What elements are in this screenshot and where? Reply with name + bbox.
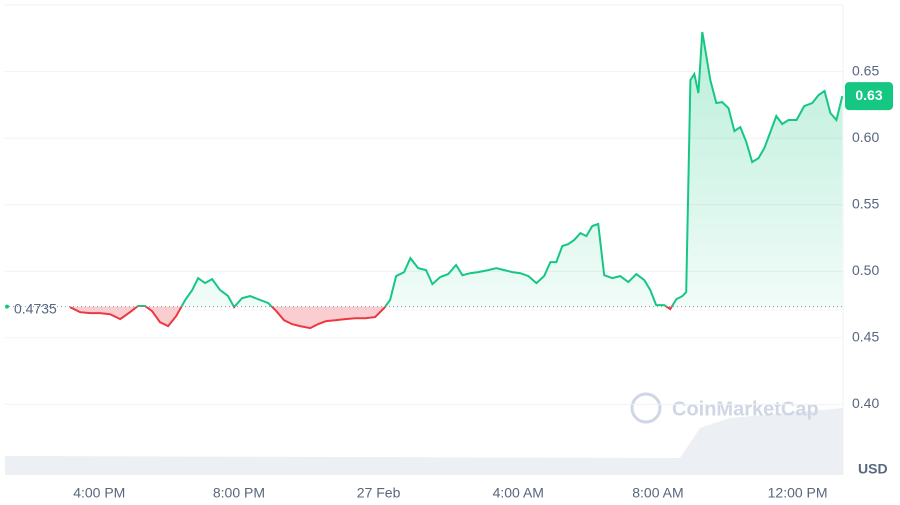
y-tick-label: 0.40 [852,395,879,411]
watermark-logo [630,392,662,424]
price-line-up [70,31,844,307]
x-tick-label: 12:00 PM [768,485,828,501]
y-unit: USD [858,461,888,477]
x-tick-label: 27 Feb [357,485,401,501]
x-tick-label: 4:00 PM [73,485,125,501]
watermark: CoinMarketCap [630,392,819,424]
y-tick-label: 0.65 [852,62,879,78]
x-tick-label: 8:00 PM [213,485,265,501]
y-tick-label: 0.55 [852,195,879,211]
y-tick-label: 0.45 [852,329,879,345]
y-tick-label: 0.50 [852,262,879,278]
x-tick-label: 4:00 AM [493,485,544,501]
volume-backdrop [5,408,843,475]
x-tick-label: 8:00 AM [632,485,683,501]
baseline-dot [5,304,9,309]
area-up [69,32,843,307]
watermark-text: CoinMarketCap [672,398,819,420]
price-tag [845,82,893,111]
baseline-label: 0.4735 [14,300,57,316]
price-tag-label: 0.63 [855,87,882,103]
y-tick-label: 0.60 [852,129,879,145]
